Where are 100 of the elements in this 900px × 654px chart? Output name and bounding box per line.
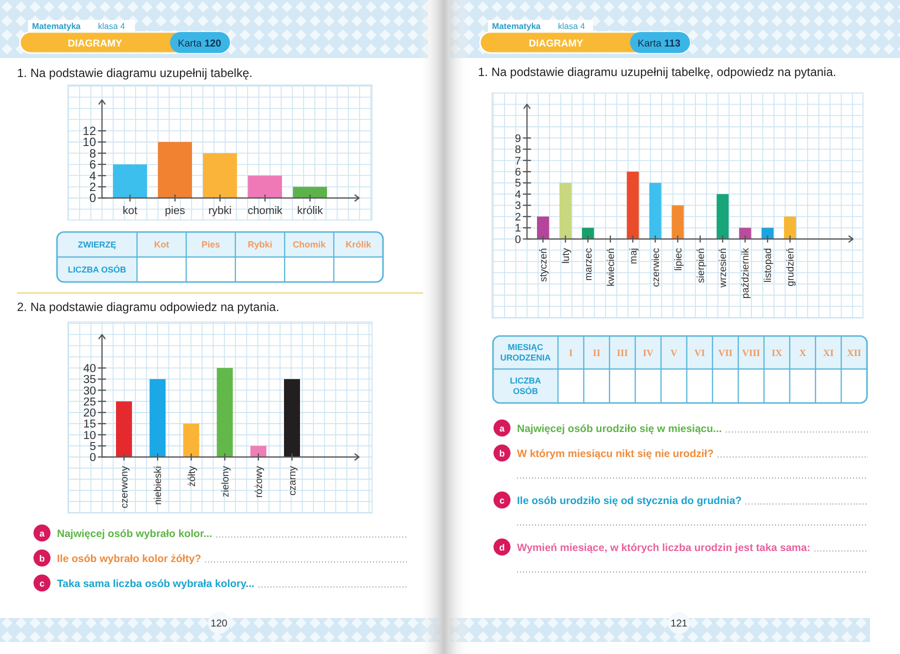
text: a <box>499 423 506 434</box>
bar <box>649 182 662 239</box>
text: Ile osób urodziło się od stycznia do grudnia? <box>517 494 742 507</box>
y-tick-label: 20 <box>83 408 96 420</box>
text: LICZBA OSÓB <box>510 376 542 396</box>
text: II <box>592 348 601 359</box>
x-tick-label: zielony <box>220 466 232 498</box>
x-tick-label: chomik <box>248 205 283 217</box>
text: Karta 113 <box>638 38 681 50</box>
y-tick-label: 15 <box>83 418 96 431</box>
x-tick-label: sierpień <box>696 248 707 284</box>
bar <box>626 172 639 239</box>
x-tick-label: kwiecień <box>606 248 617 286</box>
y-tick-label: 1 <box>514 222 521 235</box>
bar <box>739 228 752 239</box>
y-tick-label: 5 <box>90 440 96 453</box>
y-tick-label: 40 <box>83 363 96 376</box>
text: Ile osób wybrało kolor żółty? <box>57 552 202 565</box>
x-tick-label: czarny <box>288 466 299 496</box>
bar <box>537 216 549 239</box>
bar <box>216 368 233 457</box>
x-tick-label: czerwony <box>120 466 131 508</box>
y-tick-label: 3 <box>514 200 521 212</box>
bar <box>672 205 684 239</box>
x-tick-label: żółty <box>186 466 198 487</box>
text: I <box>569 348 574 359</box>
x-tick-label: marzec <box>584 248 595 281</box>
text: Pies <box>202 240 220 250</box>
chart-title: 2. Na podstawie diagramu odpowiedz na pytania. <box>17 300 280 314</box>
x-tick-label: październik <box>740 247 752 299</box>
text: a <box>39 528 46 538</box>
text: b <box>499 448 506 458</box>
x-tick-label: rybki <box>208 205 232 217</box>
text: MIESIĄC URODZENIA <box>500 342 551 363</box>
text: III <box>616 348 628 359</box>
x-tick-label: wrzesień <box>718 248 730 288</box>
text: VII <box>718 348 733 359</box>
x-tick-label: kot <box>122 205 138 217</box>
text: Karta 120 <box>178 38 222 50</box>
bar <box>158 142 192 198</box>
text: W którym miesiącu nikt się nie urodził? <box>517 448 714 460</box>
y-tick-label: 4 <box>514 188 521 201</box>
text: Matematyka <box>32 21 81 31</box>
text: XII <box>846 348 862 359</box>
bar <box>284 379 300 457</box>
y-tick-label: 0 <box>514 234 521 246</box>
y-tick-label: 0 <box>90 452 96 464</box>
text: DIAGRAMY <box>528 38 584 50</box>
x-tick-label: lipiec <box>673 248 684 271</box>
bar <box>250 446 266 457</box>
text: Rybki <box>248 240 272 250</box>
text: XI <box>823 348 834 359</box>
x-tick-label: listopad <box>763 248 774 282</box>
y-tick-label: 0 <box>89 191 96 206</box>
bar <box>203 153 237 198</box>
text: DIAGRAMY <box>68 38 123 50</box>
text: IX <box>772 348 782 359</box>
text: Najwięcej osób wybrało kolor... <box>57 528 212 540</box>
text: Matematyka <box>492 21 541 31</box>
text: Wymień miesiące, w których liczba urodzin jest taka sama: <box>517 542 810 554</box>
chart-title: 1. Na podstawie diagramu uzupełnij tabelkę, odpowiedz na pytania. <box>478 65 836 79</box>
text: V <box>670 348 678 359</box>
x-tick-label: styczeń <box>538 248 550 282</box>
bar <box>113 164 147 198</box>
text: b <box>39 553 46 564</box>
text: c <box>39 578 45 588</box>
text: VIII <box>742 348 760 359</box>
bar <box>293 186 327 198</box>
text: Chomik <box>292 240 327 250</box>
x-tick-label: luty <box>561 248 572 264</box>
y-tick-label: 2 <box>89 180 96 194</box>
y-tick-label: 5 <box>514 178 521 190</box>
y-tick-label: 25 <box>83 396 96 408</box>
bar <box>116 401 132 457</box>
text: klasa 4 <box>98 21 126 31</box>
x-tick-label: różowy <box>254 466 265 498</box>
text: d <box>499 542 505 552</box>
y-tick-label: 35 <box>83 374 96 386</box>
y-tick-label: 12 <box>82 124 96 138</box>
text: 121 <box>670 618 688 630</box>
bar <box>582 228 594 239</box>
y-tick-label: 7 <box>514 155 521 168</box>
text: VI <box>694 348 706 359</box>
text: 120 <box>210 618 228 630</box>
text: X <box>799 348 806 359</box>
y-tick-label: 6 <box>514 166 521 178</box>
x-tick-label: grudzień <box>786 248 797 286</box>
bar <box>716 194 729 239</box>
text: ZWIERZĘ <box>78 239 116 250</box>
text: Kot <box>154 240 170 250</box>
text: Królik <box>346 240 372 250</box>
bar <box>559 182 572 239</box>
bar <box>784 216 796 239</box>
bar <box>150 379 166 457</box>
text: LICZBA OSÓB <box>68 264 126 274</box>
text: klasa 4 <box>558 21 586 31</box>
bar <box>762 228 774 239</box>
x-tick-label: czerwiec <box>650 248 662 287</box>
y-tick-label: 9 <box>514 132 521 145</box>
text: IV <box>642 348 654 359</box>
